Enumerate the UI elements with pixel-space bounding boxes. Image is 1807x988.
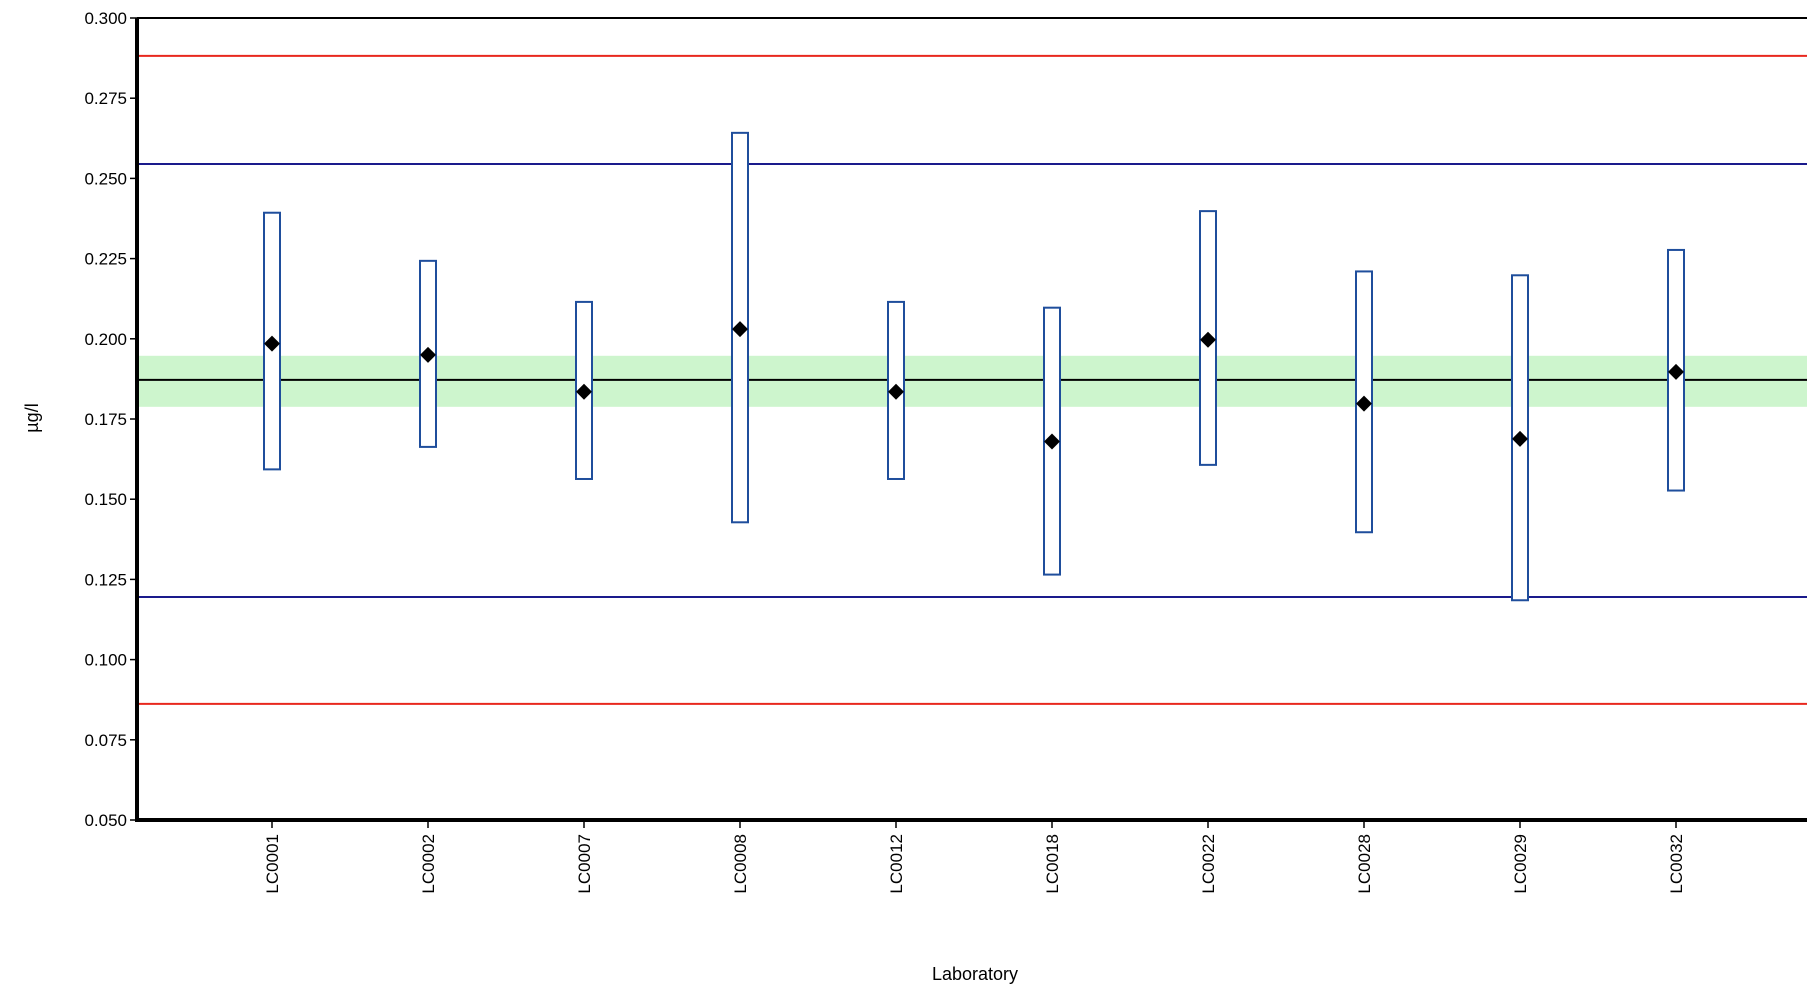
x-tick-label-LC0028: LC0028 [1355,834,1374,894]
y-tick-label-0.050: 0.050 [84,811,127,830]
x-tick-label-LC0018: LC0018 [1043,834,1062,894]
y-axis-label: µg/l [22,403,42,432]
data-point-LC0028 [1356,395,1372,412]
y-tick-label-0.100: 0.100 [84,651,127,670]
x-tick-label-LC0029: LC0029 [1511,834,1530,894]
x-tick-label-LC0002: LC0002 [419,834,438,894]
data-point-LC0029 [1512,430,1528,447]
data-point-LC0032 [1668,363,1684,380]
data-point-LC0018 [1044,433,1060,450]
x-tick-label-LC0032: LC0032 [1667,834,1686,894]
axes-layer: 0.050 0.075 0.100 0.125 0.150 0.175 0.200 0.225… [84,9,1807,894]
x-tick-label-LC0012: LC0012 [887,834,906,894]
data-points-layer [264,321,1684,450]
y-tick-label-0.225: 0.225 [84,250,127,269]
x-tick-label-LC0008: LC0008 [731,834,750,894]
data-point-LC0002 [420,346,436,363]
reference-lines-layer [137,54,1807,705]
y-tick-label-0.200: 0.200 [84,330,127,349]
data-point-LC0007 [576,383,592,400]
y-tick-label-0.175: 0.175 [84,410,127,429]
y-tick-label-0.300: 0.300 [84,9,127,28]
x-axis-label: Laboratory [932,964,1018,984]
x-tick-label-LC0007: LC0007 [575,834,594,894]
y-tick-label-0.075: 0.075 [84,731,127,750]
data-point-LC0001 [264,335,280,352]
y-tick-label-0.275: 0.275 [84,89,127,108]
uncertainty-band [137,355,1807,407]
data-point-LC0008 [732,321,748,338]
x-tick-label-LC0001: LC0001 [263,834,282,894]
uncertainty-band-layer [137,355,1807,407]
data-point-LC0012 [888,383,904,400]
y-tick-label-0.125: 0.125 [84,570,127,589]
y-tick-label-0.150: 0.150 [84,490,127,509]
y-tick-label-0.250: 0.250 [84,169,127,188]
data-point-LC0022 [1200,331,1216,348]
x-tick-label-LC0022: LC0022 [1199,834,1218,894]
